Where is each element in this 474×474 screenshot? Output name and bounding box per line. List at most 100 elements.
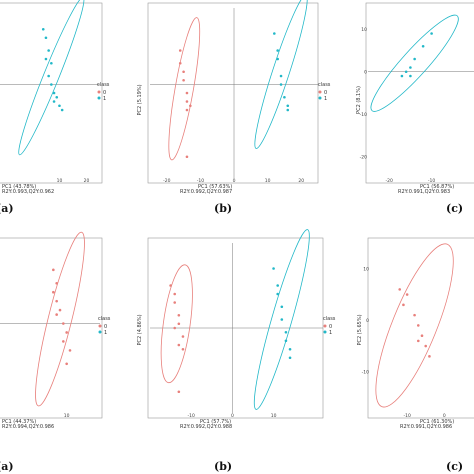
panel-label: (b) bbox=[214, 460, 232, 473]
data-point-class-1 bbox=[273, 32, 276, 35]
data-point-class-0 bbox=[62, 322, 65, 325]
data-point-class-1 bbox=[283, 95, 286, 99]
data-point-class-1 bbox=[41, 27, 45, 31]
data-point-class-0 bbox=[416, 324, 420, 327]
data-point-class-0 bbox=[68, 349, 72, 352]
data-point-class-0 bbox=[178, 49, 182, 52]
data-point-class-1 bbox=[280, 305, 284, 309]
y-axis-label: PC2 (5.19%) bbox=[137, 84, 143, 115]
x-tick-label: 10 bbox=[57, 178, 63, 184]
panel-b-bottom: -10 0 10 PC1 (57.7%) R2Y:0.992,Q2Y:0.988 P… bbox=[137, 229, 324, 473]
data-point-class-0 bbox=[181, 335, 185, 338]
x-tick-label: 10 bbox=[265, 178, 271, 184]
panel-frame bbox=[367, 237, 474, 419]
data-point-class-0 bbox=[177, 343, 181, 347]
panel-a-top: 10 20 PC1 (43.78%) R2Y:0.993,Q2Y:0.962 (a… bbox=[0, 0, 103, 215]
data-point-class-0 bbox=[420, 334, 424, 338]
data-point-class-1 bbox=[421, 44, 425, 48]
legend-title: class bbox=[323, 316, 336, 322]
data-point-class-0 bbox=[428, 355, 431, 358]
data-point-class-0 bbox=[416, 339, 420, 343]
data-point-class-1 bbox=[276, 284, 279, 287]
model-stats: R2Y:0.993,Q2Y:0.962 bbox=[2, 189, 54, 195]
x-tick-label: 0 bbox=[443, 413, 446, 419]
data-point-class-1 bbox=[58, 104, 61, 108]
panel-frame bbox=[0, 2, 103, 184]
data-point-class-1 bbox=[50, 61, 53, 65]
legend-label-1: 1 bbox=[324, 96, 327, 102]
panel-label: (c) bbox=[446, 460, 463, 473]
legend-swatch-0 bbox=[98, 324, 102, 328]
x-tick-label: 20 bbox=[298, 178, 304, 184]
confidence-ellipse-class-0 bbox=[375, 243, 454, 408]
data-point-class-0 bbox=[189, 104, 192, 108]
data-point-class-1 bbox=[284, 330, 288, 334]
data-point-class-0 bbox=[177, 390, 181, 394]
legend-bottom-a: class 0 1 bbox=[98, 316, 111, 336]
x-tick-label: 0 bbox=[231, 413, 234, 419]
data-point-class-0 bbox=[413, 313, 416, 317]
legend-swatch-1 bbox=[318, 96, 322, 100]
legend-swatch-0 bbox=[323, 324, 327, 328]
data-point-class-1 bbox=[276, 57, 279, 61]
panel-frame bbox=[0, 237, 103, 419]
data-point-class-0 bbox=[52, 290, 55, 294]
legend-label-1: 1 bbox=[329, 330, 332, 336]
data-point-class-1 bbox=[413, 57, 416, 61]
data-point-class-1 bbox=[409, 66, 412, 69]
panel-label: (a) bbox=[0, 460, 14, 473]
data-point-class-0 bbox=[177, 313, 181, 317]
x-axis-label: PC1 (43.78%) bbox=[2, 184, 36, 190]
data-point-class-0 bbox=[65, 331, 68, 334]
legend-top-a: class 0 1 bbox=[97, 82, 110, 102]
panel-frame bbox=[147, 2, 319, 184]
y-tick-label: -10 bbox=[362, 369, 369, 375]
data-point-class-1 bbox=[276, 49, 279, 52]
data-point-class-1 bbox=[50, 83, 53, 86]
data-point-class-0 bbox=[181, 347, 185, 351]
data-point-class-1 bbox=[404, 70, 408, 74]
data-point-class-0 bbox=[55, 299, 58, 303]
data-point-class-0 bbox=[173, 292, 177, 296]
data-point-class-1 bbox=[286, 108, 290, 112]
data-point-class-1 bbox=[55, 95, 59, 99]
model-stats: R2Y:0.994,Q2Y:0.986 bbox=[2, 424, 54, 430]
data-point-class-1 bbox=[400, 74, 404, 78]
data-point-class-1 bbox=[279, 74, 283, 78]
x-tick-label: 0 bbox=[233, 178, 236, 184]
x-tick-label: -10 bbox=[197, 178, 204, 184]
data-point-class-0 bbox=[185, 108, 189, 112]
data-point-class-0 bbox=[62, 340, 65, 343]
data-point-class-0 bbox=[173, 301, 177, 304]
panel-c-bottom: -10 0 10 0 -10 PC1 (61.30%) R2Y:0.991,Q2Y:0.… bbox=[357, 237, 474, 473]
legend-label-1: 1 bbox=[103, 96, 106, 102]
data-point-class-1 bbox=[272, 267, 275, 270]
data-point-class-1 bbox=[286, 104, 290, 108]
data-point-class-1 bbox=[47, 74, 50, 78]
data-point-class-0 bbox=[398, 288, 402, 291]
confidence-ellipse-class-0 bbox=[160, 264, 193, 384]
legend-bottom-b: class 0 1 bbox=[323, 316, 336, 336]
data-point-class-0 bbox=[177, 322, 181, 326]
x-tick-label: 20 bbox=[84, 178, 90, 184]
legend-label-1: 1 bbox=[104, 330, 107, 336]
panel-c-top: -20 -10 10 0 -10 -20 PC1 (56.87%) R2Y:0.991,Q… bbox=[356, 2, 474, 215]
y-tick-label: -10 bbox=[360, 112, 367, 118]
data-point-class-0 bbox=[52, 268, 55, 272]
panel-frame bbox=[365, 2, 474, 184]
x-tick-label: -20 bbox=[386, 178, 393, 184]
data-point-class-0 bbox=[169, 284, 172, 287]
model-stats: R2Y:0.991,Q2Y:0.986 bbox=[400, 424, 452, 430]
data-point-class-0 bbox=[65, 362, 68, 366]
x-axis-label: PC1 (57.7%) bbox=[200, 419, 231, 425]
data-point-class-0 bbox=[185, 155, 189, 159]
panel-b-top: -20 -10 0 10 20 PC1 (57.63%) R2Y:0.992,Q2Y:0… bbox=[137, 0, 319, 215]
data-point-class-1 bbox=[60, 108, 64, 112]
y-tick-label: -20 bbox=[360, 154, 367, 160]
x-axis-label: PC1 (44.37%) bbox=[2, 419, 36, 425]
confidence-ellipse-class-1 bbox=[254, 0, 308, 149]
x-tick-label: -20 bbox=[163, 178, 170, 184]
data-point-class-1 bbox=[279, 83, 283, 86]
legend-swatch-0 bbox=[97, 90, 101, 94]
y-tick-label: 10 bbox=[363, 266, 369, 272]
